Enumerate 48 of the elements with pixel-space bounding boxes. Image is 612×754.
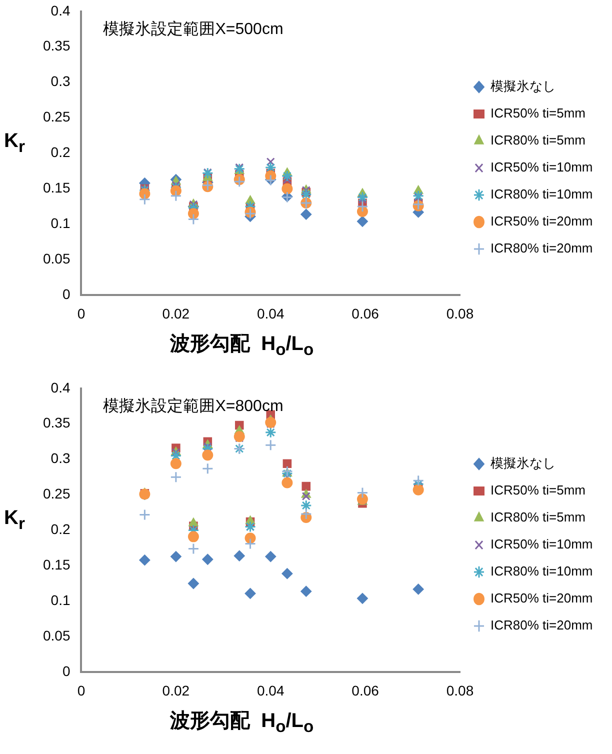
y-tick-label: 0.3 [50, 73, 70, 90]
y-tick-label: 0.25 [43, 486, 70, 502]
legend-label: ICR80% ti=10mm [490, 186, 593, 202]
legend-label: ICR80% ti=5mm [490, 510, 586, 525]
x-tick-label: 0.02 [162, 682, 190, 698]
legend-label: 模擬氷なし [490, 456, 556, 471]
y-axis-title: K$_{r}$ [4, 507, 25, 534]
y-tick-label: 0.4 [50, 379, 70, 396]
legend-label: ICR50% ti=10mm [490, 536, 593, 552]
legend-label: ICR50% ti=10mm [490, 160, 593, 175]
y-tick-label: 0.2 [50, 521, 70, 538]
legend-label: ICR50% ti=5mm [490, 106, 586, 121]
x-tick-label: 0.06 [352, 682, 380, 698]
x-tick-label: 0 [77, 305, 86, 322]
legend-label: ICR80% ti=20mm [490, 240, 593, 256]
y-tick-label: 0.05 [43, 250, 70, 267]
legend-label: ICR80% ti=5mm [490, 132, 586, 148]
y-tick-label: 0 [62, 286, 70, 302]
legend-label: ICR50% ti=5mm [490, 482, 586, 498]
y-tick-label: 0.25 [43, 108, 70, 125]
x-tick-label: 0.08 [446, 305, 474, 322]
annotation: 模擬氷設定範囲X=800cm [103, 396, 284, 415]
y-tick-label: 0.35 [43, 38, 70, 54]
annotation: 模擬氷設定範囲X=500cm [103, 20, 284, 38]
y-tick-label: 0.1 [50, 215, 70, 232]
legend-label: ICR50% ti=20mm [490, 590, 593, 606]
y-tick-label: 0.1 [50, 592, 70, 608]
legend-label: 模擬氷なし [490, 78, 556, 94]
y-tick-label: 0.2 [50, 144, 70, 160]
x-tick-label: 0.06 [352, 305, 380, 322]
y-tick-label: 0.35 [43, 414, 70, 431]
x-tick-label: 0.04 [257, 305, 284, 322]
legend-label: ICR80% ti=20mm [490, 618, 593, 633]
x-axis-title: 波形勾配 H$_{o}$/L$_{o}$ [170, 709, 314, 737]
legend-label: ICR50% ti=20mm [490, 214, 593, 229]
y-tick-label: 0.05 [43, 628, 70, 644]
y-tick-label: 0.15 [43, 180, 70, 196]
legend-label: ICR80% ti=10mm [490, 564, 593, 579]
x-axis-title: 波形勾配 H$_{o}$/L$_{o}$ [170, 332, 314, 360]
y-tick-label: 0.15 [43, 556, 70, 573]
y-tick-label: 0.3 [50, 450, 70, 466]
x-tick-label: 0.04 [257, 682, 284, 698]
y-axis-title: K$_{r}$ [4, 130, 25, 157]
x-tick-label: 0.08 [446, 682, 474, 698]
x-tick-label: 0.02 [162, 305, 190, 322]
y-tick-label: 0 [62, 663, 70, 680]
x-tick-label: 0 [77, 682, 86, 698]
y-tick-label: 0.4 [50, 2, 70, 18]
